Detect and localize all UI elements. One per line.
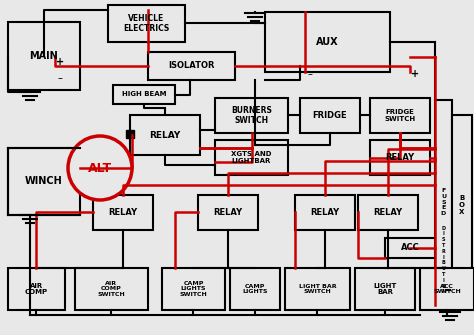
Text: +: + (411, 69, 419, 79)
FancyBboxPatch shape (126, 130, 134, 138)
FancyBboxPatch shape (8, 268, 65, 310)
Text: WINCH: WINCH (25, 177, 63, 187)
FancyBboxPatch shape (300, 98, 360, 133)
Text: RELAY: RELAY (109, 208, 137, 217)
Text: –: – (308, 69, 312, 79)
Text: MAIN: MAIN (29, 51, 58, 61)
FancyBboxPatch shape (113, 85, 175, 104)
FancyBboxPatch shape (452, 115, 472, 305)
Text: FRIDGE: FRIDGE (313, 111, 347, 120)
FancyBboxPatch shape (370, 98, 430, 133)
Text: –: – (57, 73, 63, 83)
FancyBboxPatch shape (215, 140, 288, 175)
Text: ACC: ACC (401, 244, 419, 253)
Text: RELAY: RELAY (310, 208, 339, 217)
FancyBboxPatch shape (93, 195, 153, 230)
Text: FRIDGE
SWITCH: FRIDGE SWITCH (384, 109, 416, 122)
Text: VEHICLE
ELECTRICS: VEHICLE ELECTRICS (123, 14, 170, 33)
Text: HIGH BEAM: HIGH BEAM (122, 91, 166, 97)
FancyBboxPatch shape (285, 268, 350, 310)
FancyBboxPatch shape (75, 268, 148, 310)
FancyBboxPatch shape (148, 52, 235, 80)
FancyBboxPatch shape (162, 268, 225, 310)
Text: BURNERS
SWITCH: BURNERS SWITCH (231, 106, 272, 125)
FancyBboxPatch shape (215, 98, 288, 133)
Text: XGTS AND
LIGHTBAR: XGTS AND LIGHTBAR (231, 151, 272, 164)
FancyBboxPatch shape (385, 238, 435, 258)
FancyBboxPatch shape (265, 12, 390, 72)
FancyBboxPatch shape (435, 100, 452, 305)
FancyBboxPatch shape (358, 195, 418, 230)
Text: ALT: ALT (88, 161, 112, 175)
FancyBboxPatch shape (108, 5, 185, 42)
FancyBboxPatch shape (198, 195, 258, 230)
Text: CAMP
LIGHTS: CAMP LIGHTS (242, 284, 268, 294)
FancyBboxPatch shape (230, 268, 280, 310)
Text: LIGHT
BAR: LIGHT BAR (374, 282, 397, 295)
Text: AIR
COMP
SWITCH: AIR COMP SWITCH (98, 281, 126, 297)
Text: ISOLATOR: ISOLATOR (168, 62, 215, 70)
FancyBboxPatch shape (130, 115, 200, 155)
Text: AIR
COMP: AIR COMP (25, 282, 48, 295)
Text: CAMP
LIGHTS
SWITCH: CAMP LIGHTS SWITCH (180, 281, 207, 297)
Text: RELAY: RELAY (213, 208, 243, 217)
Text: RELAY: RELAY (374, 208, 402, 217)
FancyBboxPatch shape (370, 140, 430, 175)
FancyBboxPatch shape (295, 195, 355, 230)
Text: LIGHT BAR
SWITCH: LIGHT BAR SWITCH (299, 284, 337, 294)
FancyBboxPatch shape (355, 268, 415, 310)
FancyBboxPatch shape (8, 148, 80, 215)
Text: AUX: AUX (316, 37, 339, 47)
Text: +: + (56, 57, 64, 67)
FancyBboxPatch shape (8, 22, 80, 90)
FancyBboxPatch shape (420, 268, 474, 310)
Text: D
I
S
T
R
I
B
U
T
I
O
N: D I S T R I B U T I O N (441, 225, 446, 294)
Circle shape (68, 136, 132, 200)
Text: RELAY: RELAY (149, 131, 181, 139)
Text: ACC
SWITCH: ACC SWITCH (433, 284, 461, 294)
Text: RELAY: RELAY (385, 153, 415, 162)
Text: B
O
X: B O X (459, 195, 465, 215)
Text: F
U
S
E
D: F U S E D (441, 188, 446, 216)
